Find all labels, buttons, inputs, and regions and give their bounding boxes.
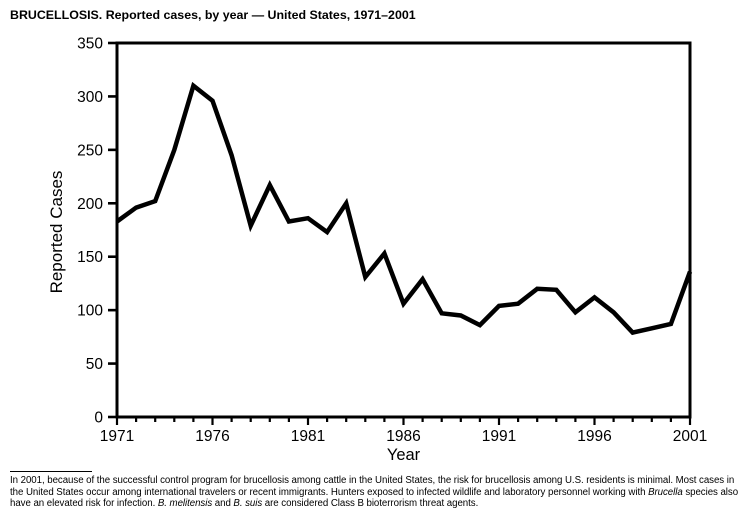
footnote-segment: and: [212, 498, 234, 510]
x-axis-tick-label: 1986: [386, 428, 420, 445]
footnote-segment: In 2001, because of the successful contr…: [10, 475, 735, 498]
plot-border: [115, 41, 692, 419]
x-axis-tick-label: 1991: [482, 428, 516, 445]
footnote-segment: are considered Class B bioterrorism thre…: [262, 498, 479, 510]
footnote-species-italic: Brucella: [648, 486, 683, 498]
x-axis-tick-label: 1996: [577, 428, 611, 445]
y-axis-tick-label: 250: [77, 142, 103, 159]
footnote: In 2001, because of the successful contr…: [10, 471, 750, 510]
footnote-text: In 2001, because of the successful contr…: [10, 475, 750, 510]
y-axis-tick-label: 200: [77, 196, 103, 213]
footnote-segment: species also have an elevated risk for i…: [10, 486, 739, 510]
y-axis-title: Reported Cases: [47, 171, 66, 294]
data-line: [115, 81, 693, 336]
y-axis-tick-label: 300: [77, 89, 103, 106]
x-axis-tick-label: 1971: [100, 428, 134, 445]
x-axis-tick-label: 2001: [673, 428, 707, 445]
y-axis-tick-label: 100: [77, 303, 103, 320]
x-axis-title: Year: [387, 446, 421, 464]
footnote-species-italic: B. suis: [233, 498, 263, 510]
chart-title: BRUCELLOSIS. Reported cases, by year — U…: [10, 8, 416, 22]
y-axis-tick-label: 350: [77, 36, 103, 53]
footnote-species-italic: B. melitensis: [157, 498, 213, 510]
footnote-divider: [10, 471, 92, 472]
y-axis-tick-label: 0: [94, 410, 103, 427]
x-axis-tick-label: 1981: [291, 428, 325, 445]
line-chart: 0 50 100 150 200 250 300 350 1971 1976 1981 1986 199…: [47, 36, 707, 465]
y-axis-tick-label: 50: [86, 356, 104, 373]
x-axis-tick-label: 1976: [195, 428, 229, 445]
y-axis-tick-label: 150: [77, 249, 103, 266]
